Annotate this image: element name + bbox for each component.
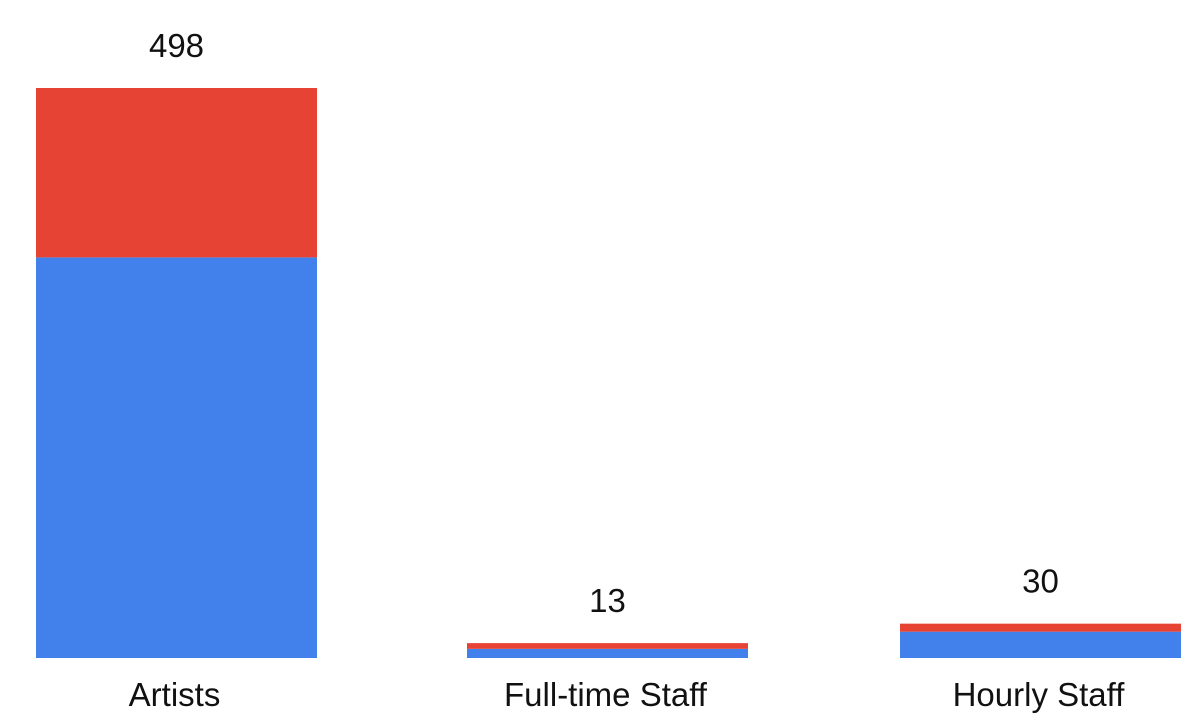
bar-segment-blue-0 [36,257,317,658]
category-label-0: Artists [129,676,221,713]
bar-segment-red-1 [467,643,748,649]
bar-segment-blue-2 [900,631,1181,658]
bar-segment-blue-1 [467,648,748,658]
bar-segment-red-2 [900,623,1181,632]
category-labels-layer: Artists Full-time Staff Hourly Staff [129,676,1126,713]
bars-layer [36,88,1181,658]
bar-total-label-2: 30 [1022,563,1059,600]
category-label-2: Hourly Staff [953,676,1126,713]
bar-segment-red-0 [36,88,317,258]
bar-total-label-0: 498 [149,27,204,64]
value-labels-layer: 498 13 30 [149,27,1059,619]
category-label-1: Full-time Staff [504,676,708,713]
bar-total-label-1: 13 [589,582,626,619]
